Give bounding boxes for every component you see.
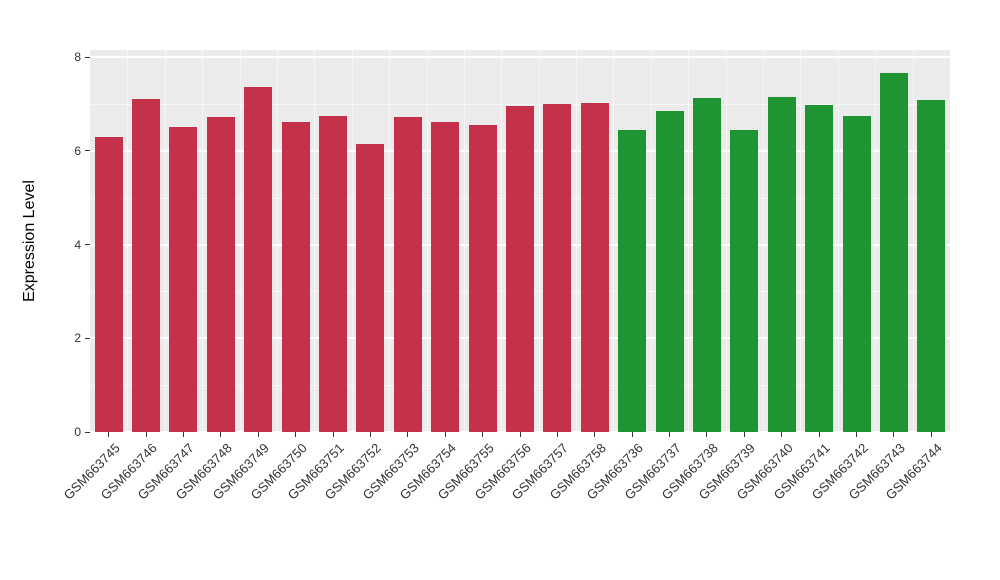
gridline-minor — [90, 103, 950, 105]
x-tick-mark — [781, 432, 783, 437]
y-tick-mark — [85, 431, 90, 433]
bar-GSM663742 — [842, 115, 871, 432]
gridline-vertical — [276, 50, 278, 432]
bar-GSM663740 — [767, 96, 796, 432]
y-tick-label: 8 — [74, 50, 81, 64]
gridline-vertical — [351, 50, 353, 432]
x-tick-mark — [182, 432, 184, 437]
bar-GSM663756 — [505, 106, 534, 432]
y-tick-label: 2 — [74, 331, 81, 346]
bar-GSM663745 — [94, 136, 123, 432]
bar-GSM663746 — [132, 99, 161, 432]
bar-GSM663751 — [319, 115, 348, 432]
bar-GSM663757 — [543, 103, 572, 432]
gridline-vertical — [463, 50, 465, 432]
y-tick-mark — [85, 56, 90, 58]
gridline-vertical — [837, 50, 839, 432]
bar-GSM663750 — [281, 121, 310, 432]
gridline-major — [90, 56, 950, 58]
x-tick-mark — [369, 432, 371, 437]
bar-GSM663749 — [244, 87, 273, 432]
bar-GSM663754 — [431, 121, 460, 432]
gridline-vertical — [725, 50, 727, 432]
bar-GSM663743 — [879, 73, 908, 432]
gridline-vertical — [688, 50, 690, 432]
x-tick-mark — [856, 432, 858, 437]
x-tick-mark — [743, 432, 745, 437]
x-tick-mark — [444, 432, 446, 437]
gridline-vertical — [202, 50, 204, 432]
x-tick-mark — [631, 432, 633, 437]
bar-GSM663752 — [356, 143, 385, 432]
gridline-vertical — [501, 50, 503, 432]
x-tick-mark — [145, 432, 147, 437]
x-tick-mark — [295, 432, 297, 437]
gridline-vertical — [164, 50, 166, 432]
bar-GSM663753 — [393, 117, 422, 432]
x-tick-mark — [332, 432, 334, 437]
gridline-vertical — [314, 50, 316, 432]
bar-GSM663758 — [580, 102, 609, 432]
y-axis-title: Expression Level — [21, 180, 38, 302]
x-tick-mark — [519, 432, 521, 437]
x-tick-mark — [893, 432, 895, 437]
gridline-vertical — [538, 50, 540, 432]
x-tick-mark — [594, 432, 596, 437]
gridline-vertical — [389, 50, 391, 432]
bar-GSM663744 — [917, 100, 946, 432]
gridline-vertical — [426, 50, 428, 432]
bar-GSM663736 — [618, 129, 647, 432]
y-tick-label: 6 — [74, 143, 81, 158]
gridline-vertical — [650, 50, 652, 432]
bar-GSM663737 — [655, 110, 684, 432]
x-tick-mark — [818, 432, 820, 437]
x-tick-mark — [556, 432, 558, 437]
y-tick-mark — [85, 244, 90, 245]
gridline-vertical — [912, 50, 914, 432]
gridline-vertical — [763, 50, 765, 432]
gridline-vertical — [613, 50, 615, 432]
bar-GSM663755 — [468, 124, 497, 432]
bar-GSM663738 — [692, 98, 721, 432]
gridline-vertical — [800, 50, 802, 432]
y-tick-label: 0 — [74, 425, 81, 439]
x-tick-mark — [930, 432, 932, 437]
x-tick-mark — [257, 432, 259, 437]
bar-GSM663739 — [730, 129, 759, 432]
gridline-vertical — [239, 50, 241, 432]
x-tick-mark — [220, 432, 222, 437]
y-tick-label: 4 — [74, 237, 81, 252]
x-tick-mark — [108, 432, 110, 437]
gridline-vertical — [875, 50, 877, 432]
bar-GSM663748 — [206, 117, 235, 432]
x-tick-mark — [407, 432, 409, 437]
bar-GSM663747 — [169, 127, 198, 432]
y-tick-mark — [85, 337, 90, 339]
x-tick-mark — [482, 432, 484, 437]
x-tick-mark — [706, 432, 708, 437]
gridline-vertical — [127, 50, 129, 432]
y-tick-mark — [85, 150, 90, 152]
gridline-vertical — [576, 50, 578, 432]
x-tick-mark — [669, 432, 671, 437]
plot-panel — [90, 50, 950, 432]
bar-GSM663741 — [805, 105, 834, 432]
